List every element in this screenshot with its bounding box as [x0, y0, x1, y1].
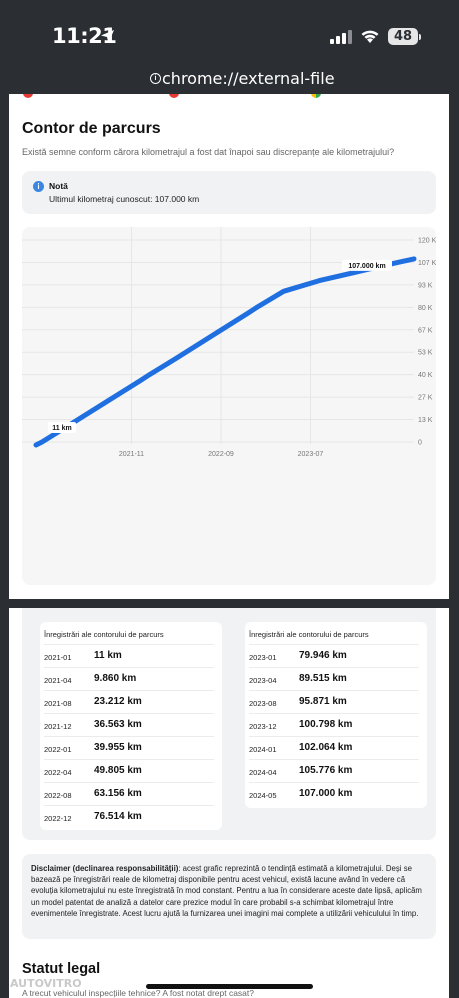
- record-value: 107.000 km: [299, 788, 353, 799]
- legal-status-subtitle: A trecut vehiculul inspecțiile tehnice? …: [22, 988, 255, 998]
- record-value: 95.871 km: [299, 696, 347, 707]
- x-tick-label: 2023-07: [298, 451, 324, 458]
- record-date: 2024-01: [249, 745, 277, 754]
- report-page-top: Contor de parcurs Există semne conform c…: [9, 94, 449, 599]
- annotation-box: [48, 421, 76, 433]
- y-tick-label: 80 K: [418, 305, 433, 312]
- watermark-logo: AUTOVITRO: [10, 977, 82, 990]
- record-value: 100.798 km: [299, 719, 353, 730]
- odometer-chart-svg: 120 K 107 K 93 K 80 K 67 K 53 K 40 K 27 K 13 K 0 2…: [22, 227, 436, 458]
- record-date: 2022-04: [44, 768, 72, 777]
- record-date: 2024-05: [249, 791, 277, 800]
- record-value: 63.156 km: [94, 788, 142, 799]
- info-circle-icon: i: [33, 181, 44, 192]
- disclaimer-text: Disclaimer (declinarea responsabilității…: [31, 863, 429, 919]
- url-bar[interactable]: i chrome://external-file: [0, 62, 459, 94]
- record-date: 2023-08: [249, 699, 277, 708]
- battery-cap-icon: [419, 34, 421, 40]
- record-date: 2022-12: [44, 814, 72, 823]
- status-bar: 11:21 48: [0, 0, 459, 62]
- page-gap: [0, 599, 459, 608]
- table-row: 2024-01 102.064 km: [249, 736, 419, 759]
- table-row: 2022-08 63.156 km: [44, 782, 214, 805]
- cellular-signal-icon: [330, 30, 352, 44]
- red-status-icon: [23, 94, 33, 98]
- record-date: 2024-04: [249, 768, 277, 777]
- record-value: 79.946 km: [299, 650, 347, 661]
- data-annotation: 11 km: [52, 425, 71, 432]
- table-row: 2023-12 100.798 km: [249, 713, 419, 736]
- x-tick-label: 2021-11: [119, 451, 144, 458]
- section-subtitle: Există semne conform cărora kilometrajul…: [22, 147, 395, 157]
- record-value: 49.805 km: [94, 765, 142, 776]
- record-value: 102.064 km: [299, 742, 353, 753]
- disclaimer-body: : acest grafic reprezintă o tendință est…: [31, 864, 422, 918]
- table-row: 2021-08 23.212 km: [44, 690, 214, 713]
- record-date: 2021-08: [44, 699, 72, 708]
- records-table-title: Înregistrări ale contorului de parcurs: [249, 630, 369, 639]
- record-date: 2022-01: [44, 745, 72, 754]
- section-title: Contor de parcurs: [22, 120, 161, 137]
- red-status-icon-2: [169, 94, 179, 98]
- record-date: 2023-12: [249, 722, 277, 731]
- y-tick-label: 40 K: [418, 372, 433, 379]
- table-row: 2021-12 36.563 km: [44, 713, 214, 736]
- table-row: 2024-04 105.776 km: [249, 759, 419, 782]
- y-tick-label: 53 K: [418, 350, 433, 357]
- y-tick-label: 120 K: [418, 238, 436, 245]
- record-value: 11 km: [94, 650, 122, 661]
- table-row: 2022-04 49.805 km: [44, 759, 214, 782]
- battery-indicator: 48: [388, 28, 418, 45]
- table-row: 2022-01 39.955 km: [44, 736, 214, 759]
- wifi-icon: [361, 30, 379, 43]
- y-tick-label: 27 K: [418, 395, 433, 402]
- y-tick-label: 13 K: [418, 417, 433, 424]
- record-date: 2023-01: [249, 653, 277, 662]
- table-row: 2023-04 89.515 km: [249, 667, 419, 690]
- record-value: 36.563 km: [94, 719, 142, 730]
- url-text[interactable]: chrome://external-file: [162, 69, 335, 88]
- y-tick-label: 67 K: [418, 327, 433, 334]
- odometer-records-panel: Înregistrări ale contorului de parcurs 2…: [22, 608, 436, 840]
- record-value: 9.860 km: [94, 673, 137, 684]
- record-date: 2023-04: [249, 676, 277, 685]
- table-row: 2023-08 95.871 km: [249, 690, 419, 713]
- record-value: 39.955 km: [94, 742, 142, 753]
- record-value: 76.514 km: [94, 811, 142, 822]
- disclaimer-box: Disclaimer (declinarea responsabilității…: [22, 854, 436, 939]
- table-row: 2021-01 11 km: [44, 644, 214, 667]
- record-value: 23.212 km: [94, 696, 142, 707]
- disclaimer-label: Disclaimer (declinarea responsabilității…: [31, 864, 179, 873]
- x-tick-label: 2022-09: [208, 451, 234, 458]
- table-row: 2024-05 107.000 km: [249, 782, 419, 805]
- multicolor-icon: [311, 94, 321, 98]
- y-tick-label: 0: [418, 440, 422, 447]
- table-row: 2022-12 76.514 km: [44, 805, 214, 828]
- odometer-chart: 120 K 107 K 93 K 80 K 67 K 53 K 40 K 27 K 13 K 0 2…: [22, 227, 436, 585]
- table-row: 2023-01 79.946 km: [249, 644, 419, 667]
- records-table-left: Înregistrări ale contorului de parcurs 2…: [40, 622, 222, 830]
- y-tick-label: 93 K: [418, 282, 433, 289]
- record-date: 2021-04: [44, 676, 72, 685]
- note-title: Notă: [49, 181, 68, 191]
- report-page-bottom: Înregistrări ale contorului de parcurs 2…: [9, 608, 449, 998]
- record-date: 2021-12: [44, 722, 72, 731]
- data-annotation: 107.000 km: [348, 263, 385, 270]
- legal-status-title: Statut legal: [22, 961, 101, 977]
- annotation-box: [342, 259, 392, 271]
- note-box: i Notă Ultimul kilometraj cunoscut: 107.…: [22, 171, 436, 214]
- records-table-right: Înregistrări ale contorului de parcurs 2…: [245, 622, 427, 808]
- record-date: 2022-08: [44, 791, 72, 800]
- home-indicator[interactable]: [146, 984, 313, 989]
- record-value: 105.776 km: [299, 765, 353, 776]
- table-row: 2021-04 9.860 km: [44, 667, 214, 690]
- record-date: 2021-01: [44, 653, 72, 662]
- record-value: 89.515 km: [299, 673, 347, 684]
- y-tick-label: 107 K: [418, 260, 436, 267]
- location-arrow-icon: [101, 30, 114, 43]
- records-table-title: Înregistrări ale contorului de parcurs: [44, 630, 164, 639]
- info-icon[interactable]: i: [150, 73, 161, 84]
- note-text: Ultimul kilometraj cunoscut: 107.000 km: [49, 194, 200, 204]
